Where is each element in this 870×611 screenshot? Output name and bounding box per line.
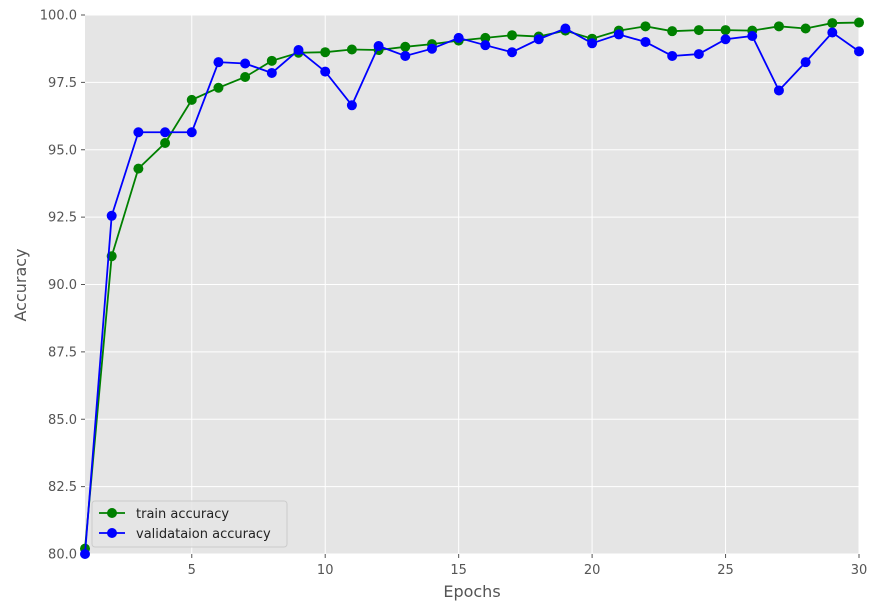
y-axis-label: Accuracy: [11, 248, 30, 321]
x-tick-label-1: 10: [317, 563, 334, 578]
train-accuracy-point-29: [827, 18, 838, 29]
validation-accuracy-point-17: [507, 47, 518, 58]
x-tick-label-2: 15: [450, 563, 467, 578]
train-accuracy-point-13: [400, 41, 411, 52]
x-tick-label-3: 20: [584, 563, 601, 578]
validation-accuracy-point-9: [293, 45, 304, 56]
x-tick-label-0: 5: [188, 563, 196, 578]
train-accuracy-point-17: [507, 30, 518, 41]
validation-accuracy-point-1: [80, 549, 90, 559]
validation-accuracy-point-15: [453, 32, 464, 43]
train-accuracy-point-10: [320, 47, 331, 58]
y-tick-label-4: 90.0: [48, 278, 77, 293]
legend-validation-marker: [107, 528, 117, 538]
x-tick-label-5: 30: [851, 563, 868, 578]
validation-accuracy-point-27: [773, 85, 784, 96]
train-accuracy-point-5: [186, 94, 197, 105]
validation-accuracy-point-4: [160, 127, 171, 138]
legend-train-marker: [107, 508, 117, 518]
y-tick-label-8: 100.0: [40, 9, 77, 24]
y-tick-label-3: 87.5: [48, 345, 77, 360]
y-tick-label-2: 85.0: [48, 413, 77, 428]
validation-accuracy-point-3: [133, 127, 144, 138]
train-accuracy-point-22: [640, 21, 651, 32]
legend-validation-label: validataion accuracy: [136, 527, 271, 542]
train-accuracy-point-3: [133, 163, 144, 174]
train-accuracy-point-11: [346, 44, 357, 55]
x-axis-label: Epochs: [443, 582, 500, 601]
validation-accuracy-point-16: [480, 40, 491, 51]
validation-accuracy-point-2: [106, 210, 117, 221]
validation-accuracy-point-23: [667, 50, 678, 61]
train-accuracy-point-27: [773, 21, 784, 32]
train-accuracy-point-16: [480, 32, 491, 43]
validation-accuracy-point-19: [560, 23, 571, 34]
train-accuracy-point-7: [240, 71, 251, 82]
validation-accuracy-point-29: [827, 27, 838, 38]
validation-accuracy-point-5: [186, 127, 197, 138]
train-accuracy-point-8: [266, 55, 277, 66]
y-tick-label-1: 82.5: [48, 480, 77, 495]
validation-accuracy-point-7: [240, 58, 251, 69]
validation-accuracy-point-20: [587, 38, 598, 49]
train-accuracy-point-24: [693, 25, 704, 36]
legend-box: [91, 500, 288, 548]
validation-accuracy-point-13: [400, 50, 411, 61]
validation-accuracy-point-6: [213, 57, 224, 68]
validation-accuracy-point-18: [533, 34, 544, 45]
validation-accuracy-point-25: [720, 34, 731, 45]
validation-accuracy-point-21: [613, 29, 624, 40]
validation-accuracy-point-22: [640, 36, 651, 47]
train-accuracy-point-28: [800, 23, 811, 34]
validation-accuracy-point-12: [373, 40, 384, 51]
train-accuracy-point-4: [160, 138, 171, 149]
series-layer: [80, 17, 864, 559]
train-accuracy-point-25: [720, 25, 731, 36]
train-accuracy-point-30: [854, 17, 864, 28]
validation-accuracy-point-24: [693, 49, 704, 60]
validation-accuracy-point-26: [747, 31, 758, 42]
x-tick-label-4: 25: [717, 563, 734, 578]
validation-accuracy-point-30: [854, 46, 864, 57]
validation-accuracy-point-14: [426, 43, 437, 54]
validation-accuracy-point-28: [800, 57, 811, 68]
train-accuracy-point-6: [213, 82, 224, 93]
grid-layer: [85, 14, 860, 555]
tick-layer: 80.0 82.5 85.0 87.5 90.0 92.5 95.0 97.5 100.0 5 10…: [40, 9, 867, 579]
validation-accuracy-point-10: [320, 66, 331, 77]
y-tick-label-6: 95.0: [48, 143, 77, 158]
legend-train-label: train accuracy: [136, 507, 229, 522]
y-tick-label-7: 97.5: [48, 76, 77, 91]
validation-accuracy-point-8: [266, 67, 277, 78]
train-accuracy-point-23: [667, 26, 678, 37]
validation-accuracy-point-11: [346, 100, 357, 111]
y-tick-label-0: 80.0: [48, 548, 77, 563]
legend: train accuracy validataion accuracy: [91, 500, 288, 548]
y-tick-label-5: 92.5: [48, 211, 77, 226]
